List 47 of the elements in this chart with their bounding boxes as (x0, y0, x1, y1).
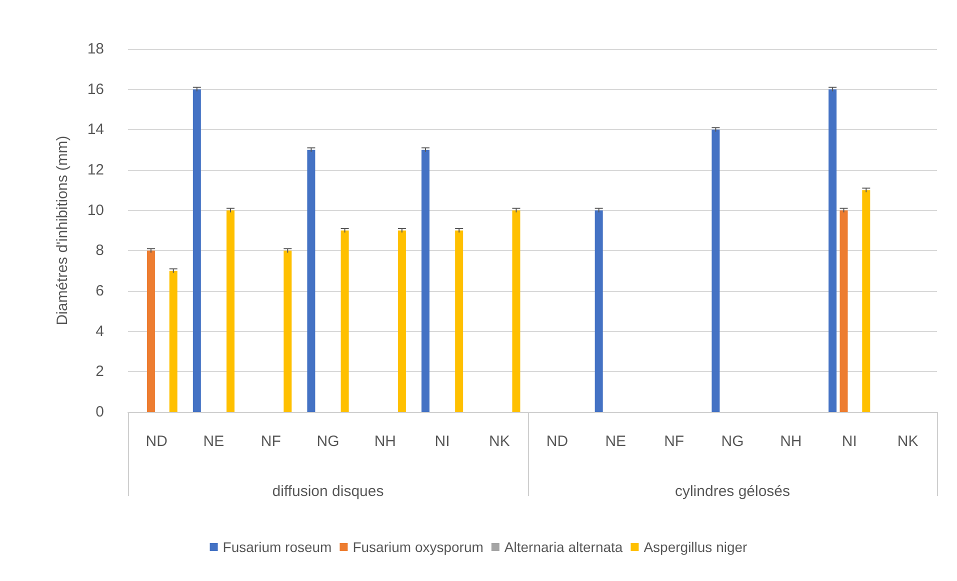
x-tick-label: NF (260, 433, 281, 450)
x-axis-title: diffusion disques (272, 483, 384, 500)
bar (512, 210, 520, 412)
x-tick-label: NK (897, 433, 918, 450)
x-tick-label: NF (664, 433, 684, 450)
y-tick-label: 8 (96, 242, 104, 260)
bar (398, 230, 406, 412)
y-tick-label: 14 (87, 121, 104, 138)
x-tick-label: NE (605, 433, 626, 450)
x-tick-label: NE (203, 433, 224, 450)
bar (340, 230, 349, 412)
x-tick-label: NG (316, 433, 340, 450)
x-tick-label: NI (842, 433, 857, 450)
legend-label: Fusarium oxysporum (352, 539, 484, 555)
y-tick-label: 4 (96, 322, 104, 340)
bar (712, 130, 720, 412)
x-tick-label: NK (489, 433, 510, 450)
bar (284, 250, 292, 412)
x-tick-label: NH (780, 433, 802, 450)
x-axis-title: cylindres gélosés (674, 483, 790, 500)
y-tick-label: 18 (87, 40, 104, 58)
bar (594, 210, 603, 412)
y-tick-label: 6 (96, 282, 104, 300)
y-tick-label: 10 (87, 202, 104, 219)
y-tick-label: 16 (87, 80, 104, 98)
x-tick-label: NH (374, 433, 396, 450)
y-tick-label: 12 (87, 162, 104, 178)
y-tick-label: 0 (96, 404, 104, 420)
bar (862, 190, 870, 412)
bar (455, 230, 464, 412)
legend-label: Aspergillus niger (644, 539, 748, 555)
bar (192, 89, 201, 412)
bar (828, 89, 837, 412)
bar (307, 150, 316, 412)
y-axis-title: Diamétres d'inhibitions (mm) (54, 136, 71, 326)
bar (169, 270, 178, 412)
bar (146, 250, 155, 412)
x-tick-label: NG (721, 433, 744, 450)
legend-label: Alternaria alternata (504, 539, 623, 555)
bar (840, 210, 848, 412)
x-tick-label: ND (146, 433, 168, 450)
bar (226, 210, 235, 412)
x-tick-label: NI (434, 433, 450, 450)
y-tick-label: 2 (96, 363, 104, 380)
bar (421, 150, 430, 412)
legend-label: Fusarium roseum (222, 539, 332, 555)
x-tick-label: ND (546, 433, 568, 450)
